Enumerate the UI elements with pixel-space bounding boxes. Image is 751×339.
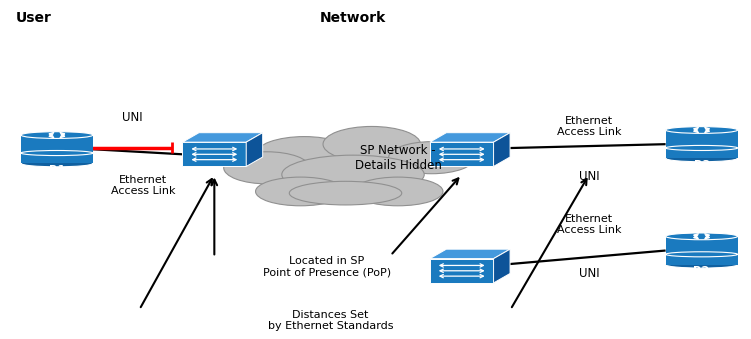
Ellipse shape xyxy=(21,132,93,138)
Polygon shape xyxy=(493,133,510,166)
Polygon shape xyxy=(430,133,510,142)
Ellipse shape xyxy=(665,233,737,240)
Ellipse shape xyxy=(224,152,310,184)
Text: Ethernet
Access Link: Ethernet Access Link xyxy=(557,214,621,235)
Polygon shape xyxy=(430,249,510,259)
Ellipse shape xyxy=(255,177,345,206)
Polygon shape xyxy=(493,249,510,283)
Text: Network: Network xyxy=(320,11,386,25)
FancyBboxPatch shape xyxy=(430,142,493,166)
FancyBboxPatch shape xyxy=(182,142,246,166)
Text: User: User xyxy=(16,11,52,25)
Text: Distances Set
by Ethernet Standards: Distances Set by Ethernet Standards xyxy=(268,310,394,331)
Text: Ethernet
Access Link: Ethernet Access Link xyxy=(111,175,176,196)
Text: UNI: UNI xyxy=(579,267,599,280)
Text: R2: R2 xyxy=(693,266,710,276)
Ellipse shape xyxy=(282,155,424,194)
Text: Ethernet
Access Link: Ethernet Access Link xyxy=(557,116,621,137)
Text: Located in SP
Point of Presence (PoP): Located in SP Point of Presence (PoP) xyxy=(263,256,391,277)
Ellipse shape xyxy=(665,261,737,268)
Text: R1: R1 xyxy=(49,165,65,175)
Ellipse shape xyxy=(665,155,737,162)
Text: SP Network -
Details Hidden: SP Network - Details Hidden xyxy=(354,144,442,172)
Ellipse shape xyxy=(388,142,475,174)
FancyBboxPatch shape xyxy=(665,236,737,265)
Ellipse shape xyxy=(21,160,93,167)
Ellipse shape xyxy=(665,127,737,133)
Polygon shape xyxy=(182,133,263,142)
Ellipse shape xyxy=(353,177,443,206)
Ellipse shape xyxy=(255,137,353,172)
Ellipse shape xyxy=(323,126,421,162)
Text: UNI: UNI xyxy=(579,170,599,182)
Text: UNI: UNI xyxy=(122,111,142,124)
FancyBboxPatch shape xyxy=(665,130,737,158)
Ellipse shape xyxy=(289,181,402,205)
Polygon shape xyxy=(246,133,263,166)
FancyBboxPatch shape xyxy=(430,259,493,283)
Text: R3: R3 xyxy=(693,160,710,170)
FancyBboxPatch shape xyxy=(21,135,93,163)
